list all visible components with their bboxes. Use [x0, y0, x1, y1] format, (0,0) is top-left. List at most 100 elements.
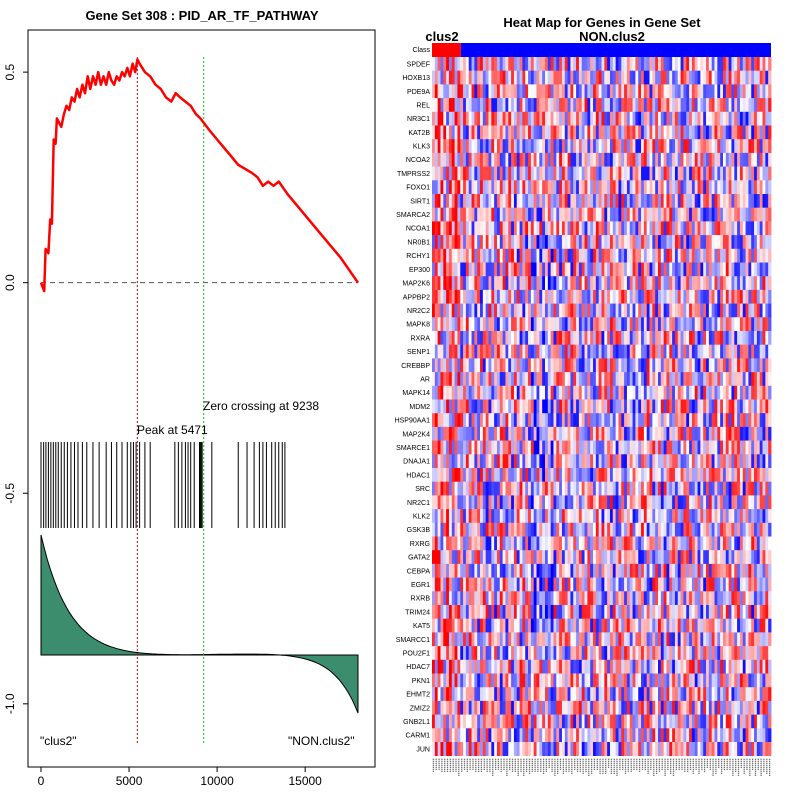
heatmap-cell — [539, 303, 543, 318]
heatmap-cell — [666, 577, 670, 592]
heatmap-cell — [714, 563, 718, 578]
heatmap-cell — [561, 426, 566, 441]
heatmap-cell — [626, 180, 631, 195]
heatmap-cell — [612, 248, 617, 263]
heatmap-cell — [525, 139, 529, 154]
heatmap-cell — [711, 440, 715, 455]
heatmap-cell — [624, 426, 628, 441]
heatmap-cell — [768, 180, 772, 195]
heatmap-cell — [547, 221, 552, 236]
heatmap-cell — [618, 194, 622, 208]
heatmap-cell — [739, 563, 744, 578]
heatmap-cell — [528, 235, 532, 250]
heatmap-cell — [525, 577, 529, 592]
heatmap-cell — [646, 563, 650, 578]
heatmap-cell — [754, 57, 758, 71]
heatmap-cell — [545, 372, 549, 387]
heatmap-cell — [437, 440, 441, 455]
heatmap-cell — [674, 303, 679, 318]
heatmap-cell — [446, 344, 450, 359]
heatmap-cell — [697, 385, 701, 400]
heatmap-cell — [646, 426, 650, 441]
heatmap-cell — [547, 344, 552, 359]
heatmap-cell — [451, 262, 456, 277]
heatmap-cell — [722, 563, 727, 578]
heatmap-cell — [547, 385, 552, 400]
heatmap-cell — [672, 550, 676, 565]
heatmap-cell — [457, 180, 461, 195]
heatmap-cell — [533, 111, 537, 126]
heatmap-cell — [706, 276, 710, 291]
heatmap-cell — [494, 221, 498, 236]
heatmap-cell — [711, 495, 715, 510]
heatmap-cell — [454, 522, 458, 537]
heatmap-cell — [482, 139, 487, 154]
heatmap-cell — [615, 317, 619, 332]
heatmap-cell — [745, 180, 749, 195]
heatmap-cell — [545, 563, 549, 578]
heatmap-cell — [457, 84, 461, 99]
heatmap-cell — [567, 577, 571, 592]
heatmap-cell — [691, 358, 696, 373]
heatmap-cell — [485, 358, 489, 373]
heatmap-cell — [561, 166, 566, 181]
heatmap-cell — [491, 166, 495, 181]
heatmap-cell — [626, 70, 631, 85]
heatmap-cell — [547, 591, 552, 606]
heatmap-cell — [708, 276, 713, 291]
heatmap-cell — [528, 166, 532, 181]
heatmap-cell — [680, 454, 684, 469]
heatmap-cell — [598, 577, 602, 592]
heatmap-panel: Heat Map for Genes in Gene Set clus2 NON… — [395, 15, 772, 777]
heatmap-cell — [553, 207, 557, 222]
heatmap-cell — [480, 522, 484, 537]
heatmap-cell — [604, 481, 608, 496]
heatmap-cell — [488, 454, 492, 469]
heatmap-cell — [434, 152, 439, 167]
left-class-label: "clus2" — [40, 734, 77, 748]
heatmap-cell — [621, 536, 625, 551]
heatmap-cell — [508, 509, 512, 524]
heatmap-cell — [437, 399, 441, 414]
heatmap-cell — [728, 591, 732, 606]
heatmap-cell — [457, 289, 461, 304]
heatmap-cell — [768, 207, 772, 222]
heatmap-cell — [593, 509, 597, 524]
heatmap-cell — [765, 125, 769, 140]
heatmap-cell — [474, 358, 478, 373]
heatmap-cell — [708, 57, 713, 71]
heatmap-cell — [607, 372, 611, 387]
heatmap-cell — [578, 344, 583, 359]
heatmap-cell — [502, 221, 506, 236]
heatmap-cell — [553, 70, 557, 85]
heatmap-cell — [643, 207, 648, 222]
heatmap-cell — [468, 563, 472, 578]
heatmap-cell — [700, 509, 704, 524]
heatmap-cell — [530, 166, 535, 181]
heatmap-cell — [496, 385, 501, 400]
heatmap-cell — [734, 207, 738, 222]
heatmap-cell — [446, 111, 450, 126]
heatmap-cell — [516, 98, 520, 113]
heatmap-cell — [432, 152, 436, 167]
heatmap-cell — [714, 70, 718, 85]
heatmap-cell — [593, 180, 597, 195]
heatmap-cell — [587, 331, 591, 345]
heatmap-cell — [641, 591, 645, 606]
heatmap-cell — [694, 262, 698, 277]
heatmap-cell — [674, 495, 679, 510]
heatmap-cell — [448, 194, 453, 208]
heatmap-cell — [460, 125, 464, 140]
heatmap-cell — [443, 276, 447, 291]
heatmap-cell — [615, 372, 619, 387]
heatmap-cell — [714, 522, 718, 537]
heatmap-cell — [567, 262, 571, 277]
heatmap-cell — [672, 84, 676, 99]
heatmap-cell — [440, 481, 444, 496]
heatmap-cell — [584, 358, 588, 373]
heatmap-cell — [463, 372, 467, 387]
heatmap-cell — [547, 317, 552, 332]
heatmap-cell — [528, 84, 532, 99]
heatmap-cell — [677, 358, 681, 373]
heatmap-cell — [485, 98, 489, 113]
